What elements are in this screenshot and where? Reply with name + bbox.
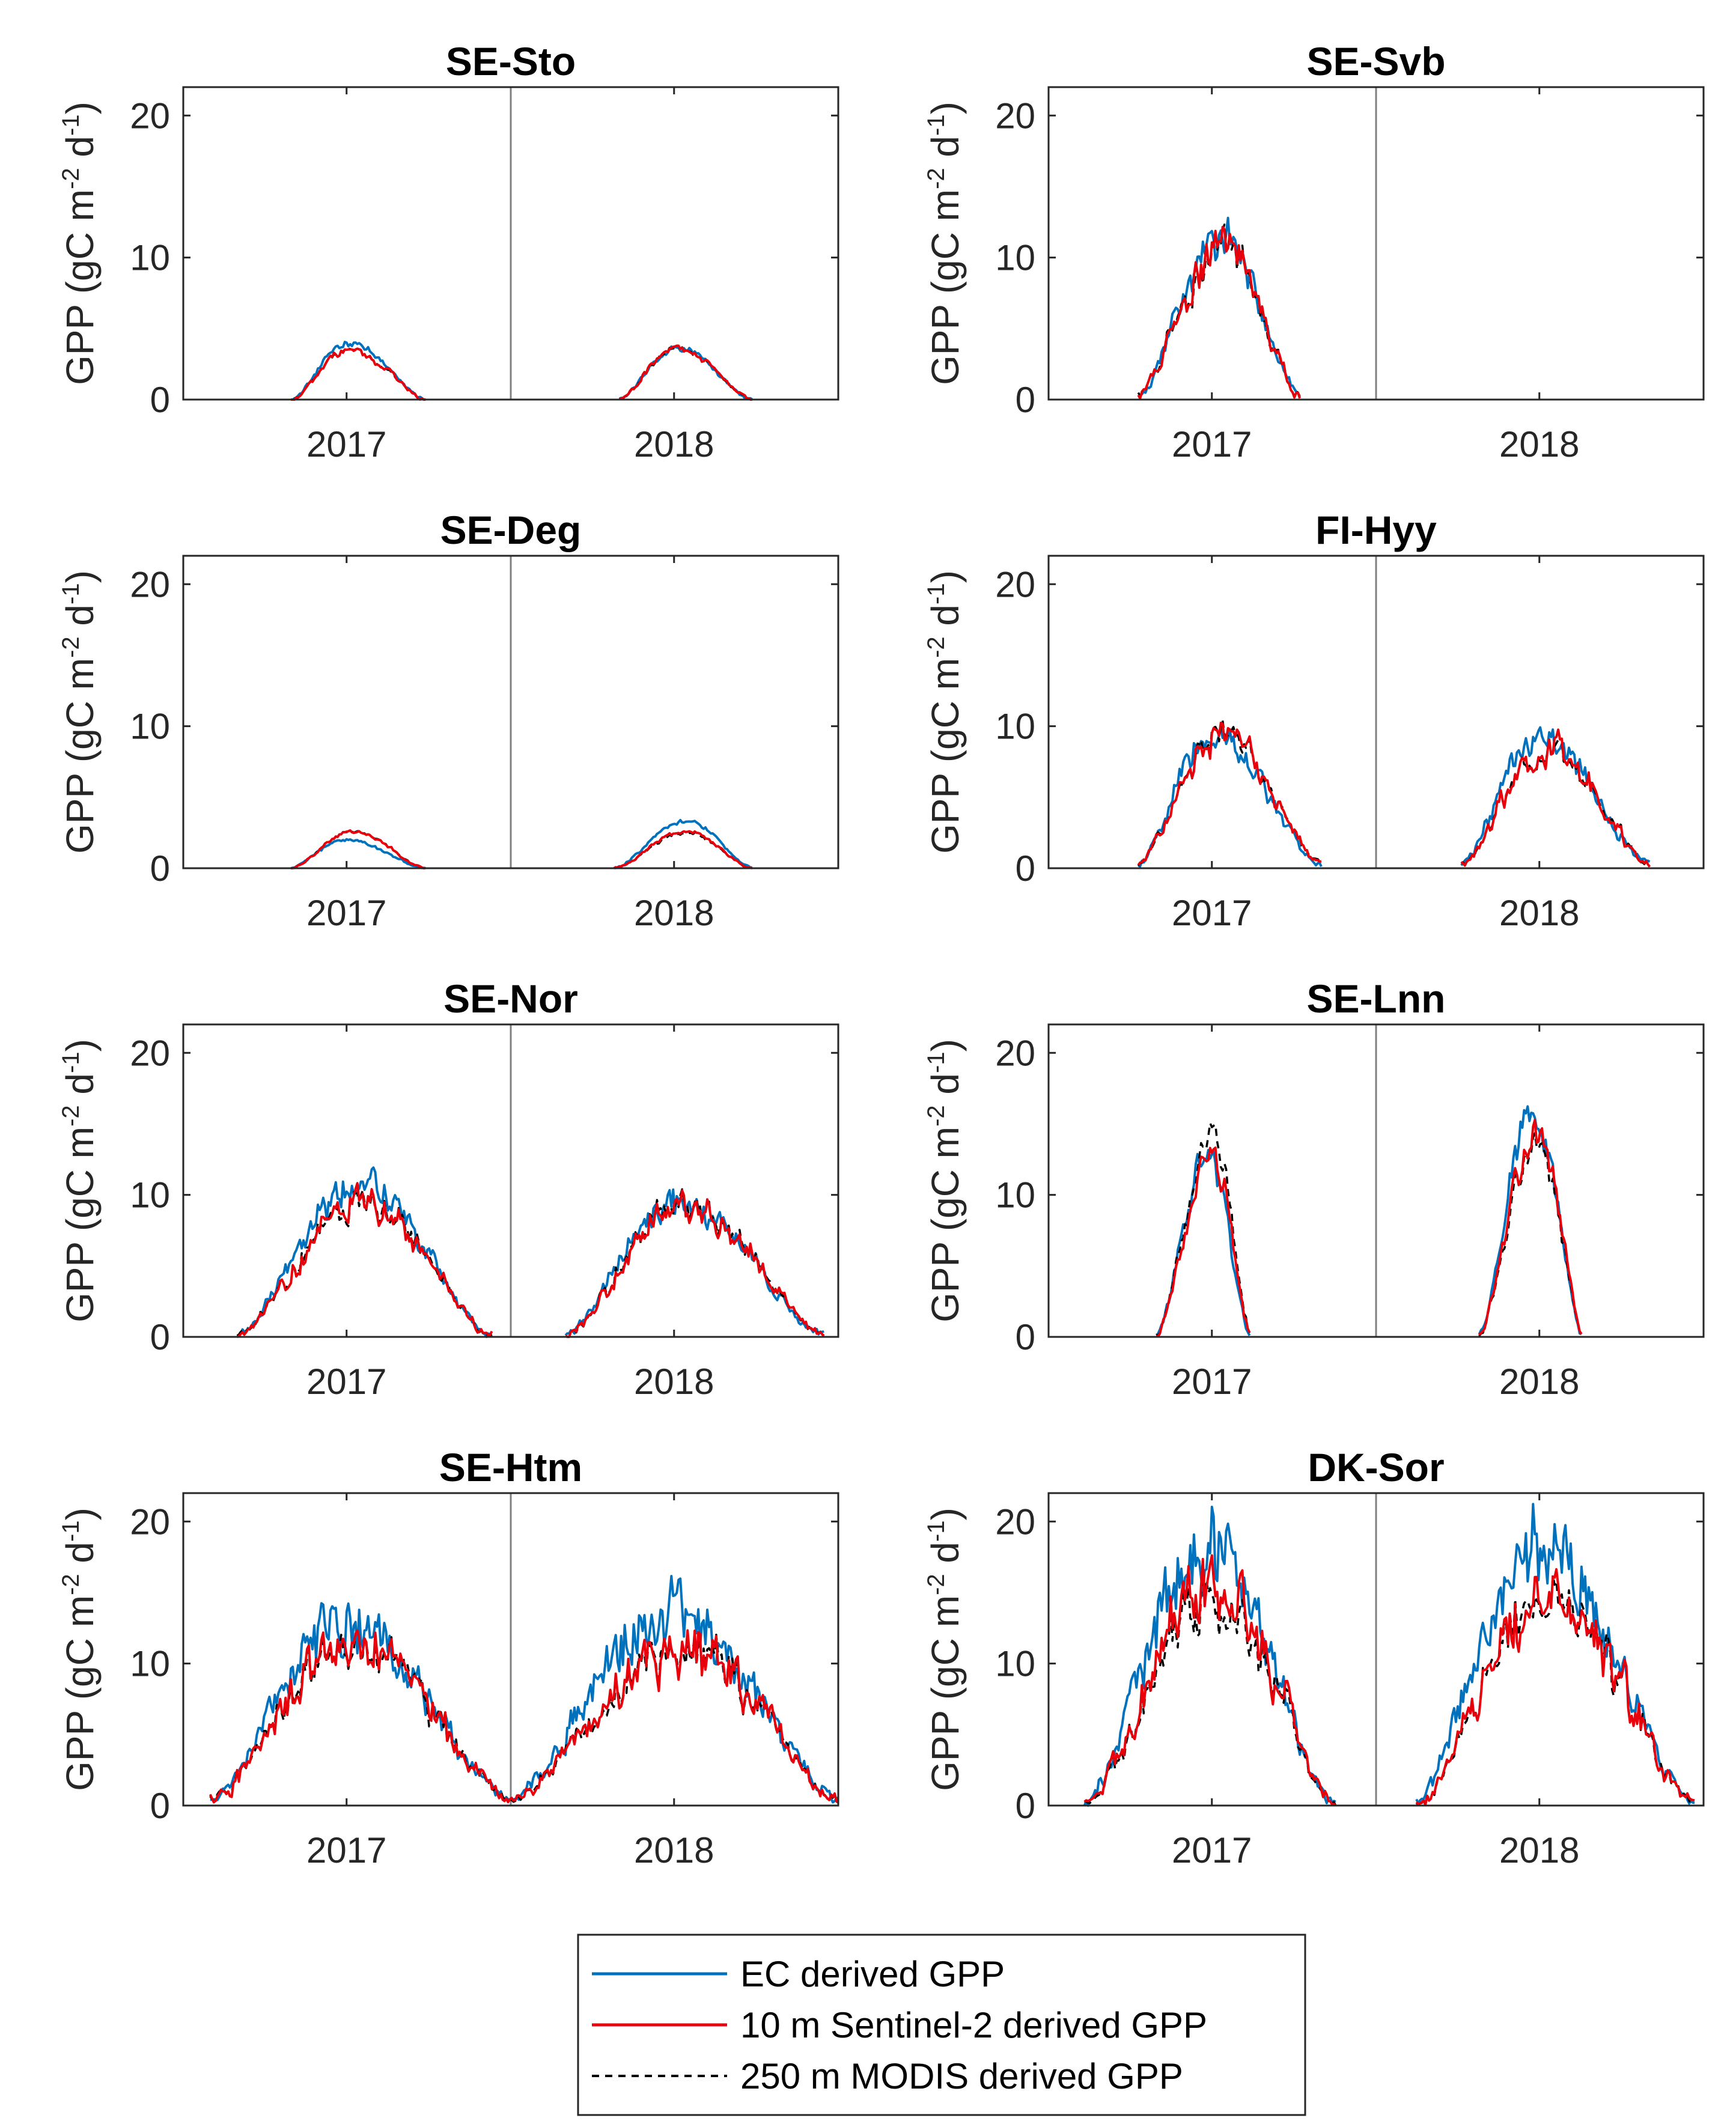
panel-title: SE-Lnn — [1307, 976, 1446, 1021]
y-tick-label: 20 — [130, 564, 170, 604]
axes-box — [1047, 1492, 1705, 1807]
x-tick-label: 2018 — [634, 424, 714, 464]
x-tick-label: 2017 — [1172, 893, 1252, 933]
series-ec — [1138, 216, 1301, 397]
series-s2 — [291, 829, 753, 869]
series-ec — [1138, 726, 1651, 868]
panel-se-htm: SE-Htm GPP (gC m-2 d-1) 0 10 20 2017 2018 — [58, 1445, 839, 1870]
y-tick-label: 0 — [150, 380, 170, 420]
x-tick-label: 2017 — [306, 1362, 386, 1402]
y-tick-label: 10 — [995, 1644, 1035, 1684]
y-tick-label: 20 — [995, 1502, 1035, 1542]
y-tick-label: 20 — [995, 1033, 1035, 1073]
panel-title: DK-Sor — [1308, 1445, 1444, 1490]
series-s2 — [1156, 1119, 1583, 1338]
panel-title: SE-Htm — [439, 1445, 582, 1490]
panel-title: FI-Hyy — [1315, 508, 1437, 552]
y-tick-label: 10 — [995, 1175, 1035, 1216]
x-tick-label: 2018 — [1499, 1362, 1579, 1402]
axes-box — [182, 555, 839, 869]
series-modis — [209, 1631, 839, 1804]
series-modis — [291, 345, 752, 401]
y-axis-label: GPP (gC m-2 d-1) — [58, 1039, 102, 1322]
y-tick-label: 0 — [150, 1317, 170, 1357]
legend-label-s2: 10 m Sentinel-2 derived GPP — [740, 2005, 1207, 2045]
x-tick-label: 2017 — [1172, 424, 1252, 464]
legend-label-ec: EC derived GPP — [740, 1954, 1005, 1994]
y-tick-label: 0 — [1016, 1786, 1035, 1826]
legend-label-modis: 250 m MODIS derived GPP — [740, 2056, 1183, 2096]
series-s2 — [1137, 225, 1301, 400]
y-tick-label: 20 — [995, 96, 1035, 136]
axes-box — [1047, 86, 1705, 401]
panel-title: SE-Deg — [440, 508, 582, 552]
x-tick-label: 2018 — [634, 893, 714, 933]
axes-box — [182, 1492, 839, 1807]
y-tick-label: 20 — [130, 1033, 170, 1073]
axes-box — [1047, 1023, 1705, 1338]
axes-box — [182, 1023, 839, 1338]
y-tick-label: 10 — [130, 238, 170, 278]
panel-se-sto: SE-Sto GPP (gC m-2 d-1) 0 10 20 2017 2018 — [58, 39, 839, 464]
panel-se-svb: SE-Svb GPP (gC m-2 d-1) 0 10 20 2017 2018 — [923, 39, 1705, 464]
y-tick-label: 10 — [130, 707, 170, 747]
y-tick-label: 10 — [130, 1644, 170, 1684]
panel-title: SE-Sto — [446, 39, 576, 84]
y-tick-label: 10 — [995, 238, 1035, 278]
series-ec — [290, 818, 752, 869]
x-tick-label: 2017 — [1172, 1830, 1252, 1870]
y-axis-label: GPP (gC m-2 d-1) — [923, 570, 967, 854]
y-tick-label: 0 — [1016, 848, 1035, 889]
series-modis — [290, 829, 753, 869]
series-ec — [236, 1166, 824, 1338]
axes-box — [1047, 555, 1705, 869]
y-tick-label: 10 — [130, 1175, 170, 1216]
x-tick-label: 2018 — [634, 1362, 714, 1402]
panel-dk-sor: DK-Sor GPP (gC m-2 d-1) 0 10 20 2017 2018 — [923, 1445, 1705, 1870]
y-tick-label: 0 — [150, 848, 170, 889]
y-axis-label: GPP (gC m-2 d-1) — [58, 570, 102, 854]
panel-se-nor: SE-Nor GPP (gC m-2 d-1) 0 10 20 2017 2018 — [58, 976, 839, 1402]
y-axis-label: GPP (gC m-2 d-1) — [923, 102, 967, 385]
axes-box — [182, 86, 839, 401]
series-s2 — [209, 1629, 839, 1804]
series-s2 — [291, 344, 752, 401]
y-axis-label: GPP (gC m-2 d-1) — [923, 1039, 967, 1322]
series-ec — [1155, 1105, 1582, 1336]
series-modis — [1137, 719, 1651, 868]
panel-title: SE-Svb — [1306, 39, 1445, 84]
x-tick-label: 2017 — [306, 893, 386, 933]
x-tick-label: 2018 — [1499, 1830, 1579, 1870]
y-tick-label: 10 — [995, 707, 1035, 747]
panel-fi-hyy: FI-Hyy GPP (gC m-2 d-1) 0 10 20 2017 2018 — [923, 508, 1705, 933]
x-tick-label: 2017 — [1172, 1362, 1252, 1402]
y-tick-label: 0 — [1016, 380, 1035, 420]
y-tick-label: 20 — [995, 564, 1035, 604]
x-tick-label: 2017 — [306, 1830, 386, 1870]
x-tick-label: 2018 — [1499, 893, 1579, 933]
y-axis-label: GPP (gC m-2 d-1) — [923, 1508, 967, 1791]
panel-se-lnn: SE-Lnn GPP (gC m-2 d-1) 0 10 20 2017 2018 — [923, 976, 1705, 1402]
series-s2 — [1083, 1554, 1695, 1807]
series-modis — [1137, 224, 1301, 398]
series-ec — [210, 1575, 839, 1804]
x-tick-label: 2018 — [1499, 424, 1579, 464]
y-axis-label: GPP (gC m-2 d-1) — [58, 102, 102, 385]
y-tick-label: 0 — [150, 1786, 170, 1826]
y-tick-label: 20 — [130, 1502, 170, 1542]
x-tick-label: 2017 — [306, 424, 386, 464]
y-axis-label: GPP (gC m-2 d-1) — [58, 1508, 102, 1791]
y-tick-label: 0 — [1016, 1317, 1035, 1357]
x-tick-label: 2018 — [634, 1830, 714, 1870]
series-s2 — [237, 1182, 825, 1338]
y-tick-label: 20 — [130, 96, 170, 136]
series-s2 — [1137, 722, 1651, 868]
panel-title: SE-Nor — [443, 976, 578, 1021]
legend: EC derived GPP 10 m Sentinel-2 derived G… — [577, 1934, 1306, 2116]
panel-se-deg: SE-Deg GPP (gC m-2 d-1) 0 10 20 2017 2018 — [58, 508, 839, 933]
